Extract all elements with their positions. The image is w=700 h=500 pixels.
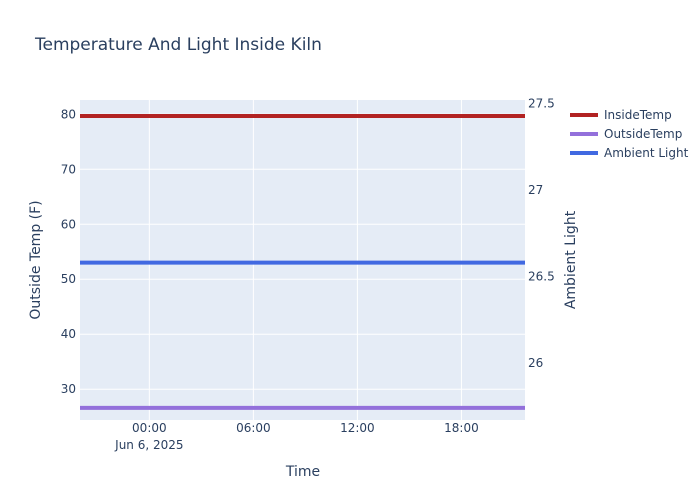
legend: InsideTemp OutsideTemp Ambient Light — [570, 108, 689, 160]
x-tick-label: 06:00 — [236, 421, 271, 435]
chart-title: Temperature And Light Inside Kiln — [34, 35, 322, 55]
y-tick-label: 40 — [61, 327, 76, 341]
plot-area — [80, 100, 525, 420]
y-tick-label: 60 — [61, 217, 76, 231]
legend-label: InsideTemp — [604, 108, 672, 122]
y2-tick-label: 26.5 — [528, 269, 555, 283]
tick-labels: 00:00 Jun 6, 2025 06:00 12:00 18:00 30 40 50 60 7… — [61, 96, 555, 452]
y-tick-label: 50 — [61, 272, 76, 286]
series-lines — [80, 113, 525, 410]
x-tick-label: 12:00 — [340, 421, 375, 435]
y2-tick-label: 27.5 — [528, 96, 555, 110]
y2-tick-label: 27 — [528, 183, 543, 197]
x-axis-title: Time — [285, 464, 320, 480]
x-tick-sublabel: Jun 6, 2025 — [114, 438, 183, 452]
x-tick-label: 00:00 — [132, 421, 167, 435]
y-axis-title: Outside Temp (F) — [28, 200, 44, 319]
y2-tick-label: 26 — [528, 356, 543, 370]
y-tick-label: 30 — [61, 382, 76, 396]
legend-label: Ambient Light — [604, 146, 689, 160]
x-tick-label: 18:00 — [444, 421, 479, 435]
y-tick-label: 70 — [61, 162, 76, 176]
y-tick-label: 80 — [61, 107, 76, 121]
y2-axis-title: Ambient Light — [563, 210, 579, 309]
legend-label: OutsideTemp — [604, 127, 682, 141]
